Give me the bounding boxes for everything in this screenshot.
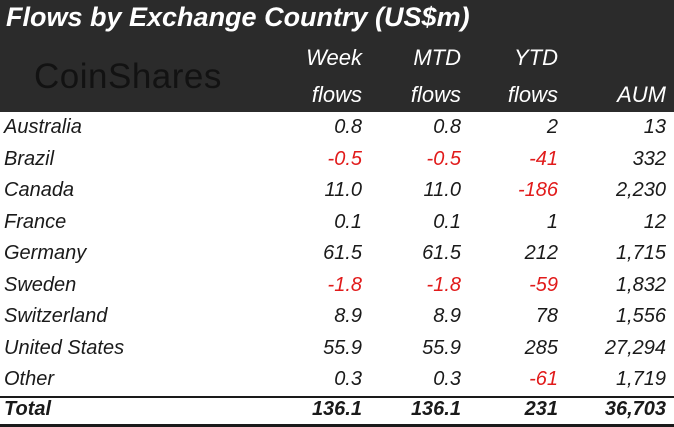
table-cell: 2	[546, 116, 558, 138]
table-cell: 1,832	[615, 273, 666, 296]
total-cell: 231	[524, 398, 558, 420]
table-cell: 1,719	[615, 368, 666, 390]
table-cell: 1	[546, 210, 558, 233]
table-cell: 8.9	[334, 305, 362, 327]
total-cell: 136.1	[311, 398, 362, 420]
table-cell: 1,556	[615, 305, 666, 327]
table-cell: -0.5	[426, 147, 461, 170]
column-header-line1: MTD	[413, 45, 461, 70]
column-header-line2: flows	[311, 82, 362, 107]
table-cell: 55.9	[323, 336, 362, 359]
table-cell: 212	[524, 242, 558, 264]
table-cell: 11.0	[324, 179, 362, 201]
table-cell: 27,294	[604, 336, 666, 359]
table-cell: 12	[643, 210, 666, 233]
table-cell: 0.1	[334, 210, 362, 233]
table-cell: -41	[529, 147, 558, 170]
table-cell: 13	[643, 116, 666, 138]
row-label: Other	[4, 368, 55, 390]
table-cell: 0.8	[433, 116, 461, 138]
table-cell: 0.8	[334, 116, 362, 138]
table-cell: 78	[535, 305, 558, 327]
total-divider-bottom	[0, 424, 674, 427]
title-bar	[0, 0, 674, 38]
header-band	[0, 38, 674, 112]
table-cell: -0.5	[327, 147, 362, 170]
table-cell: 11.0	[423, 179, 461, 201]
column-header-line1: YTD	[514, 45, 558, 70]
table-title: Flows by Exchange Country (US$m)	[6, 2, 470, 32]
table-cell: 2,230	[615, 179, 666, 201]
row-label: United States	[4, 336, 125, 359]
table-cell: 55.9	[422, 336, 461, 359]
table-cell: -186	[517, 179, 558, 201]
row-label: Canada	[4, 179, 75, 201]
table-cell: 61.5	[323, 242, 362, 264]
coinshares-logo: CoinShares	[34, 57, 222, 96]
row-label: Switzerland	[4, 305, 108, 327]
total-cell: 136.1	[410, 398, 461, 420]
table-cell: 332	[632, 147, 666, 170]
table-cell: 61.5	[422, 242, 461, 264]
table-cell: -59	[529, 273, 558, 296]
table-cell: 285	[524, 336, 558, 359]
table-cell: -61	[529, 368, 558, 390]
table-cell: 0.1	[433, 210, 461, 233]
column-header-line2: AUM	[617, 82, 666, 107]
table-cell: 0.3	[334, 368, 362, 390]
column-header-line2: flows	[507, 82, 558, 107]
row-label: Germany	[4, 242, 87, 264]
column-header-line2: flows	[410, 82, 461, 107]
table-cell: -1.8	[426, 273, 461, 296]
row-label: France	[4, 210, 67, 233]
total-label: Total	[4, 398, 52, 420]
table-cell: 0.3	[433, 368, 461, 390]
table-cell: 8.9	[433, 305, 461, 327]
column-header-line1: Week	[306, 45, 362, 70]
row-label: Sweden	[4, 273, 77, 296]
total-cell: 36,703	[604, 398, 666, 420]
total-divider-top	[0, 396, 674, 398]
row-label: Australia	[4, 116, 82, 138]
table-cell: 1,715	[615, 242, 666, 264]
table-cell: -1.8	[327, 273, 362, 296]
row-label: Brazil	[4, 147, 55, 170]
